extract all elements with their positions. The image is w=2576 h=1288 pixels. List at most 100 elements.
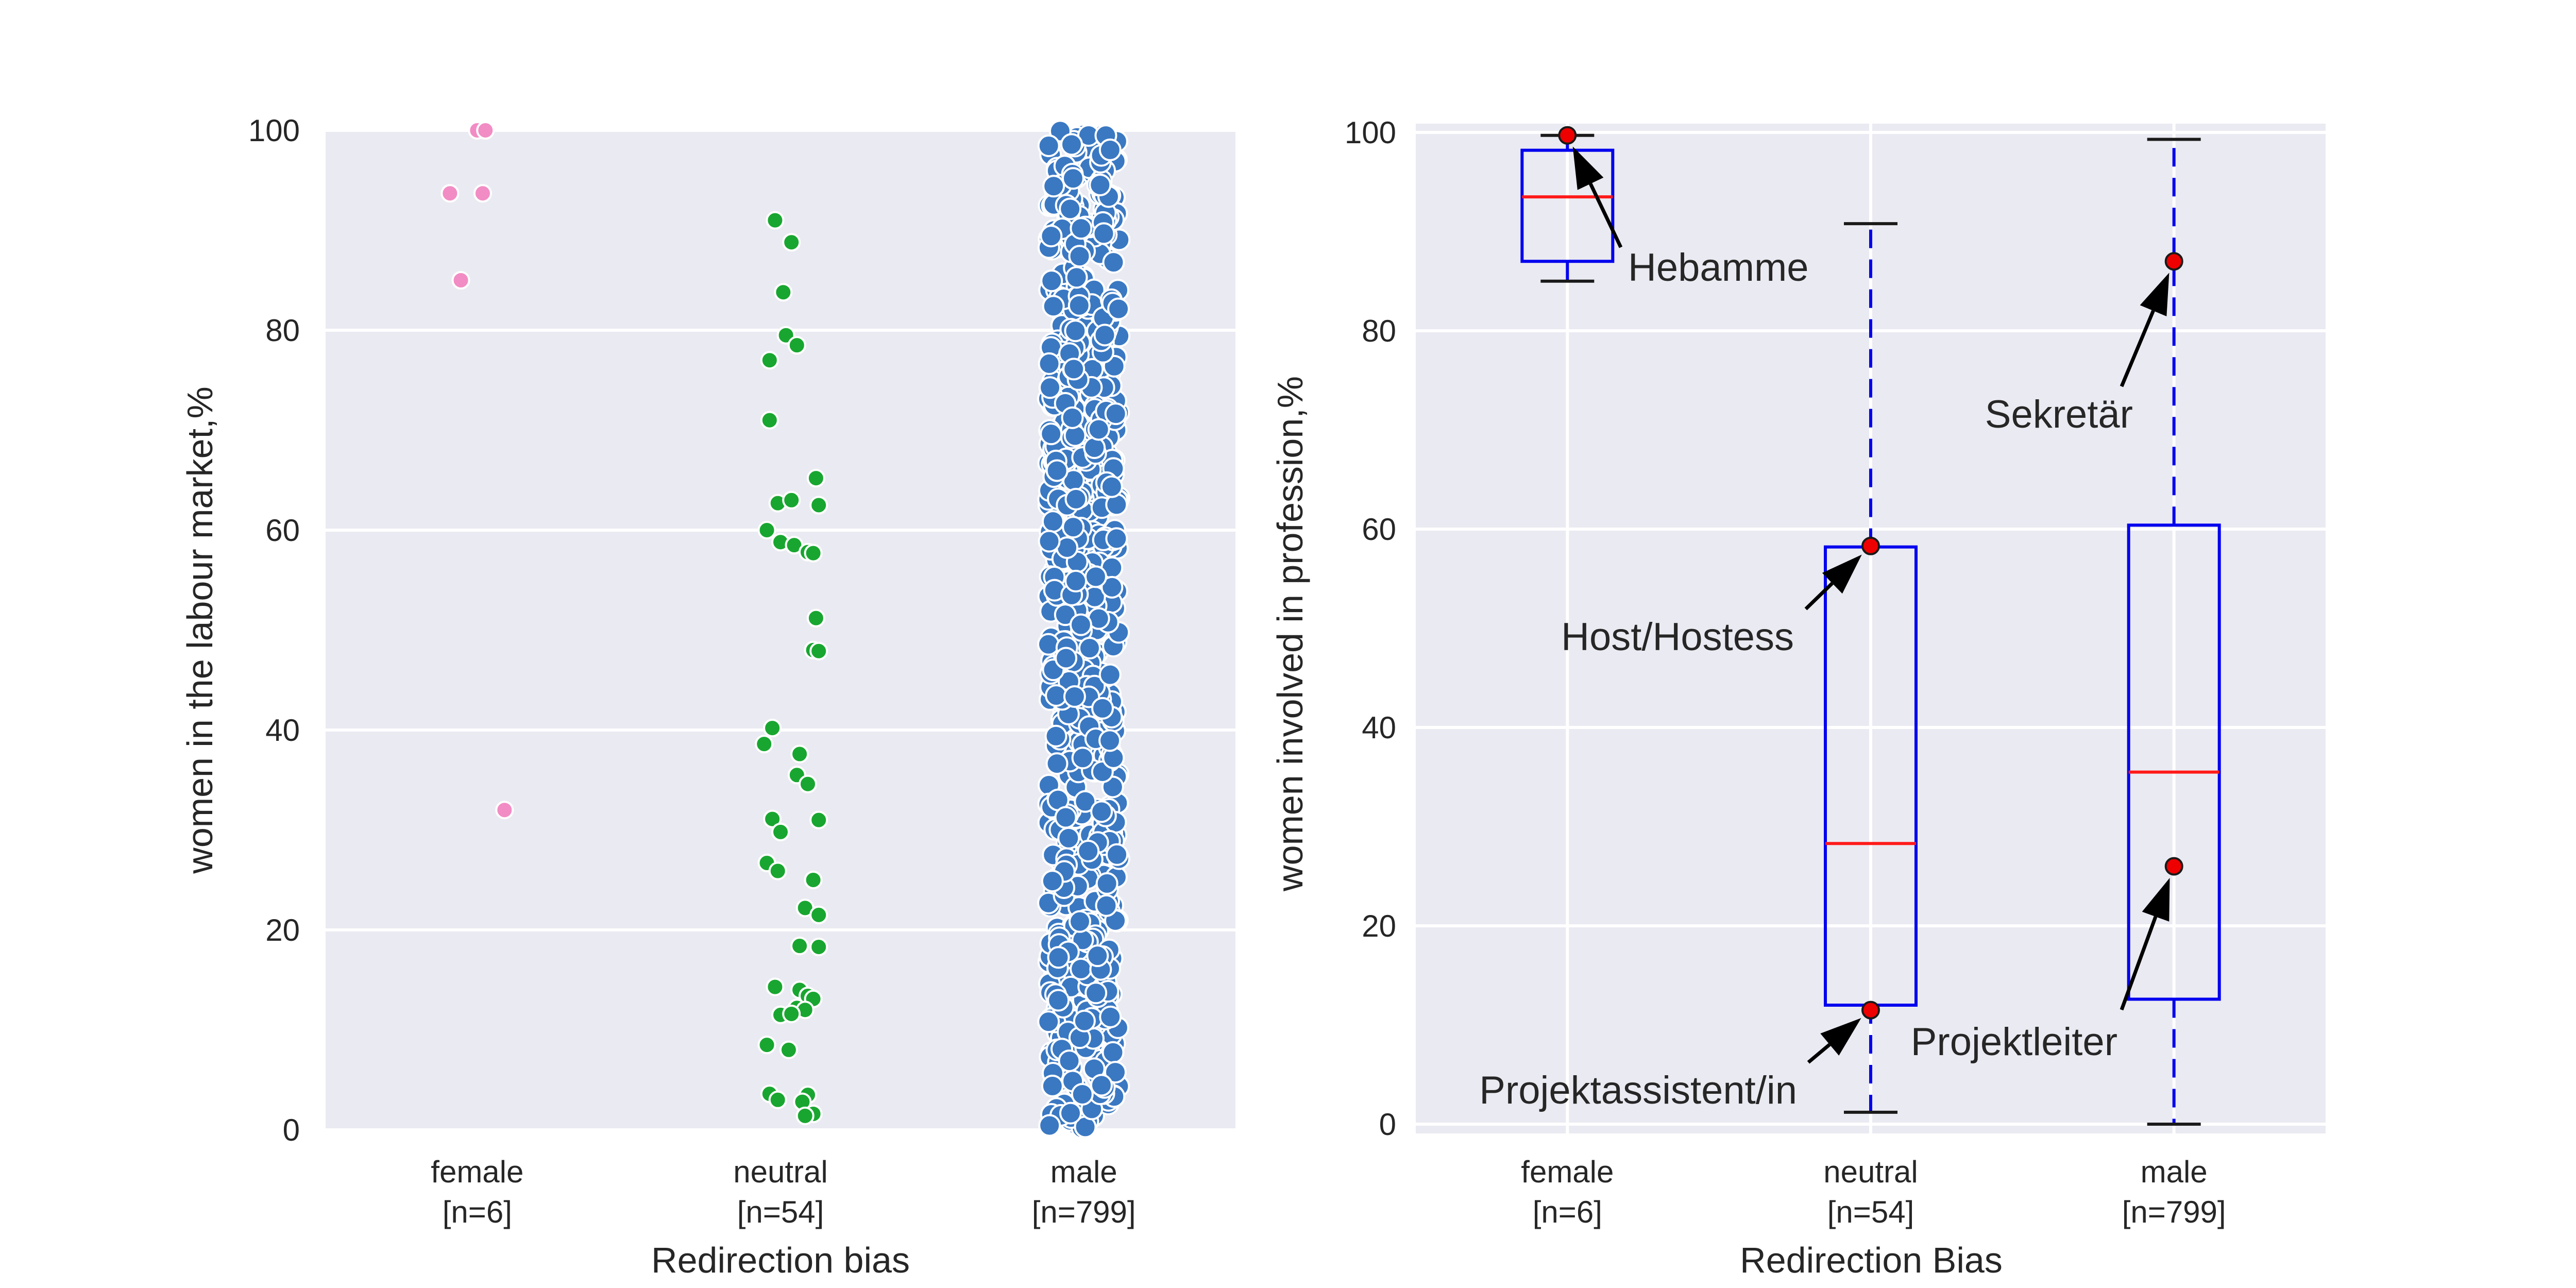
right-y-tick-label: 80 bbox=[1362, 314, 1396, 348]
strip-point bbox=[1093, 324, 1116, 347]
strip-point bbox=[782, 1004, 801, 1023]
right-x-tick-label: neutral bbox=[1823, 1155, 1918, 1189]
strip-point bbox=[798, 774, 817, 793]
strip-point bbox=[1042, 175, 1065, 198]
strip-point bbox=[782, 233, 801, 252]
annotation-marker bbox=[2164, 252, 2183, 271]
strip-point bbox=[768, 861, 787, 880]
strip-point bbox=[1105, 527, 1128, 550]
strip-point bbox=[1101, 1041, 1125, 1064]
strip-point bbox=[760, 351, 779, 370]
strip-point bbox=[1063, 685, 1086, 708]
left-x-tick-label: female bbox=[431, 1155, 523, 1189]
right-x-tick-labels: female [n=6] neutral [n=54] male [n=799] bbox=[1521, 1155, 2226, 1229]
strip-point bbox=[1083, 436, 1106, 460]
box-rect bbox=[2127, 523, 2221, 1001]
strip-point bbox=[1040, 269, 1063, 293]
left-x-tick-label: male bbox=[1050, 1155, 1117, 1189]
strip-point bbox=[1060, 133, 1083, 156]
left-y-tick-labels: 0 20 40 60 80 100 bbox=[248, 113, 300, 1147]
strip-point bbox=[1047, 989, 1070, 1012]
strip-point bbox=[1071, 747, 1094, 770]
strip-point bbox=[806, 469, 825, 488]
annotation-arrow-head bbox=[1820, 1018, 1861, 1056]
strip-point bbox=[1106, 843, 1129, 866]
right-y-tick-label: 0 bbox=[1379, 1107, 1396, 1142]
left-y-tick-label: 80 bbox=[265, 313, 300, 348]
strip-point bbox=[795, 1106, 815, 1125]
box-rect bbox=[1520, 148, 1615, 263]
annotation: Projektleiter bbox=[1911, 857, 2183, 1064]
right-box-plot: 0 20 40 60 80 100 female [n=6] neutral [n=54] mal… bbox=[1270, 115, 2326, 1280]
strip-point bbox=[1069, 613, 1092, 636]
strip-point bbox=[1041, 1074, 1064, 1097]
annotation-label: Projektleiter bbox=[1911, 1020, 2117, 1064]
strip-point bbox=[1057, 826, 1080, 850]
strip-point bbox=[1040, 225, 1063, 248]
annotation-arrow-line bbox=[1807, 1043, 1831, 1064]
strip-point bbox=[1086, 944, 1109, 968]
strip-point bbox=[1098, 729, 1122, 752]
strip-point bbox=[774, 283, 793, 302]
annotation-marker bbox=[2164, 857, 2183, 876]
strip-point bbox=[1098, 138, 1122, 161]
annotation: Hebamme bbox=[1558, 126, 1809, 290]
strip-point bbox=[757, 1036, 776, 1055]
strip-point bbox=[1038, 1114, 1061, 1137]
left-x-tick-label: neutral bbox=[733, 1155, 827, 1189]
strip-point bbox=[763, 809, 782, 828]
strip-point bbox=[1100, 475, 1123, 498]
strip-point bbox=[1067, 294, 1091, 317]
strip-point bbox=[809, 641, 828, 660]
right-x-tick-label: female bbox=[1521, 1155, 1614, 1189]
strip-point bbox=[790, 937, 809, 956]
right-y-tick-label: 20 bbox=[1362, 909, 1396, 943]
strip-point bbox=[760, 411, 779, 430]
annotation-marker bbox=[1861, 536, 1880, 555]
strip-point bbox=[1058, 1049, 1081, 1073]
annotation-label: Sekretär bbox=[1985, 393, 2133, 436]
strip-point bbox=[768, 1090, 787, 1109]
strip-point bbox=[451, 271, 470, 290]
right-x-axis-title: Redirection Bias bbox=[1740, 1240, 2003, 1280]
left-strip-plot: 0 20 40 60 80 100 female [n=6] neutral [n=54] mal… bbox=[180, 113, 1235, 1280]
strip-point bbox=[804, 544, 823, 563]
strip-point bbox=[1042, 295, 1065, 318]
strip-point bbox=[782, 490, 801, 510]
strip-point bbox=[809, 810, 828, 829]
strip-point bbox=[476, 121, 495, 140]
strip-point bbox=[1044, 724, 1067, 748]
strip-point bbox=[766, 211, 785, 230]
strip-point bbox=[1107, 297, 1130, 320]
strip-point bbox=[1064, 569, 1088, 592]
right-y-tick-labels: 0 20 40 60 80 100 bbox=[1345, 115, 1396, 1142]
strip-point bbox=[804, 871, 823, 889]
strip-point bbox=[1089, 173, 1112, 196]
strip-point bbox=[1054, 806, 1077, 829]
strip-point bbox=[1045, 459, 1069, 482]
strip-point bbox=[1064, 319, 1087, 343]
strip-point bbox=[1061, 406, 1084, 429]
strip-point bbox=[1041, 870, 1064, 893]
annotation-marker bbox=[1558, 126, 1577, 145]
right-y-tick-label: 60 bbox=[1362, 512, 1396, 547]
annotation: Projektassistent/in bbox=[1479, 1001, 1880, 1112]
strip-point bbox=[1102, 251, 1125, 274]
strip-point bbox=[1073, 1009, 1096, 1032]
strip-point bbox=[1045, 752, 1069, 775]
strip-point bbox=[1062, 358, 1086, 381]
strip-point bbox=[1084, 565, 1107, 588]
strip-point bbox=[1039, 376, 1062, 399]
strip-point bbox=[755, 735, 774, 754]
strip-point bbox=[495, 801, 514, 820]
right-annotations: Hebamme Host/Hostess Projektassistent/in Se… bbox=[1479, 126, 2183, 1112]
strip-point bbox=[1104, 402, 1127, 426]
strip-point bbox=[766, 977, 785, 996]
strip-point bbox=[806, 608, 825, 628]
strip-point bbox=[1095, 872, 1118, 895]
annotation-label: Host/Hostess bbox=[1561, 615, 1794, 659]
strip-point bbox=[1037, 134, 1060, 157]
annotation-arrow-head bbox=[2140, 273, 2170, 316]
strip-point bbox=[1059, 1101, 1082, 1125]
annotation-arrow-line bbox=[2120, 310, 2155, 387]
